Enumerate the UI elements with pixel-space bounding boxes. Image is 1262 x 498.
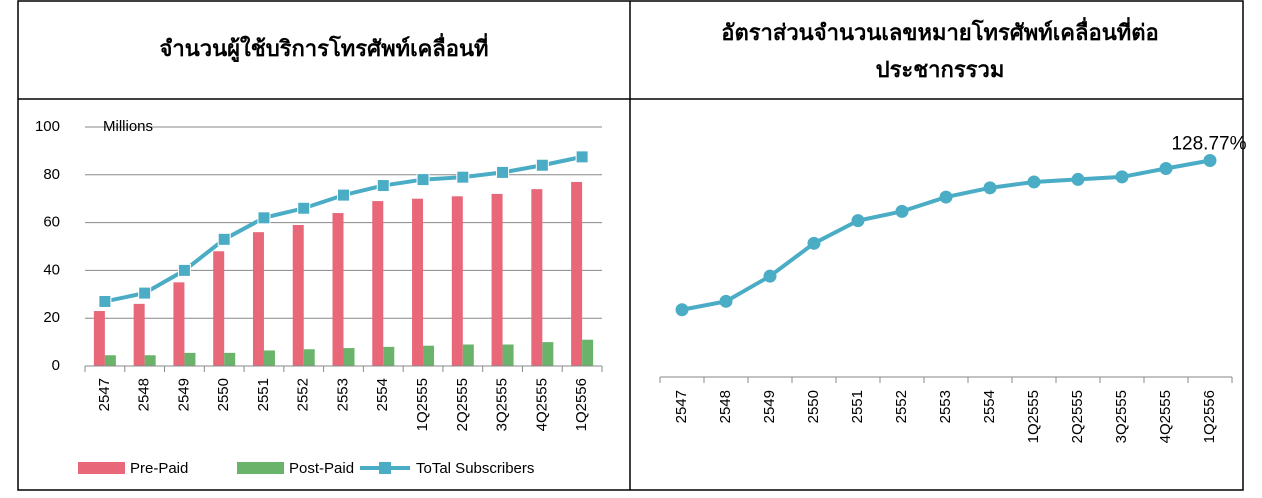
bar: [173, 282, 185, 366]
marker: [456, 170, 470, 184]
x-tick-label: 2549: [761, 390, 778, 423]
x-tick-label: 3Q2555: [494, 378, 511, 431]
bar: [303, 349, 315, 366]
x-tick-label: 2551: [849, 390, 866, 423]
value-label: 128.77%: [1171, 133, 1246, 154]
y-tick-label: 100: [35, 118, 60, 135]
bar: [372, 201, 384, 366]
x-tick-label: 2550: [805, 390, 822, 423]
bar: [104, 355, 116, 366]
marker: [763, 269, 777, 283]
y-tick-label: 0: [52, 357, 60, 374]
bar: [144, 355, 156, 366]
chart-title: จำนวนผู้ใช้บริการโทรศัพท์เคลื่อนที่: [159, 36, 489, 61]
marker: [98, 294, 112, 308]
marker: [496, 165, 510, 179]
marker: [535, 158, 549, 172]
x-tick-label: 3Q2555: [1113, 390, 1130, 443]
x-tick-label: 1Q2556: [573, 378, 590, 431]
x-tick-label: 2551: [255, 378, 272, 411]
bar: [184, 352, 196, 366]
marker: [177, 263, 191, 277]
x-tick-label: 2552: [295, 378, 312, 411]
x-tick-label: 2548: [136, 378, 153, 411]
marker: [376, 179, 390, 193]
legend-label: Pre-Paid: [130, 460, 188, 477]
bar: [93, 311, 105, 366]
x-tick-label: 2554: [981, 390, 998, 423]
marker: [217, 232, 231, 246]
marker: [1159, 161, 1173, 175]
bar: [224, 352, 236, 366]
y-axis-label: Millions: [103, 118, 153, 135]
bar: [582, 339, 594, 366]
x-tick-label: 2548: [717, 390, 734, 423]
bar: [133, 303, 145, 366]
marker: [939, 190, 953, 204]
legend-marker: [379, 462, 391, 474]
x-tick-label: 1Q2555: [414, 378, 431, 431]
marker: [1203, 153, 1217, 167]
bar: [292, 224, 304, 366]
chart-title: อัตราส่วนจำนวนเลขหมายโทรศัพท์เคลื่อนที่ต…: [721, 20, 1159, 82]
x-tick-label: 1Q2555: [1025, 390, 1042, 443]
marker: [416, 173, 430, 187]
bar: [451, 196, 463, 366]
marker: [337, 188, 350, 202]
bar: [263, 350, 275, 366]
bar: [332, 213, 344, 366]
marker: [675, 303, 689, 317]
x-tick-label: 2550: [215, 378, 232, 411]
x-tick-label: 2Q2555: [1069, 390, 1086, 443]
bar: [542, 342, 554, 366]
bar: [531, 189, 543, 366]
marker: [1115, 170, 1129, 184]
marker: [895, 204, 909, 218]
x-tick-label: 2553: [334, 378, 351, 411]
y-tick-label: 20: [43, 309, 60, 326]
bar: [213, 251, 225, 366]
bar: [502, 344, 514, 366]
bar: [491, 193, 503, 366]
x-tick-label: 2549: [175, 378, 192, 411]
x-tick-label: 1Q2556: [1201, 390, 1218, 443]
bar: [383, 346, 395, 366]
bar: [423, 345, 435, 366]
marker: [1071, 172, 1085, 186]
legend-swatch: [237, 462, 284, 474]
y-tick-label: 40: [43, 261, 60, 278]
marker: [1027, 175, 1041, 189]
marker: [297, 201, 311, 215]
bar: [571, 181, 583, 366]
y-tick-label: 80: [43, 166, 60, 183]
legend-swatch: [78, 462, 125, 474]
marker: [138, 286, 152, 300]
x-tick-label: 2547: [96, 378, 113, 411]
marker: [257, 211, 271, 225]
marker: [851, 214, 865, 228]
bar: [462, 344, 474, 366]
marker: [575, 150, 589, 164]
x-tick-label: 2Q2555: [454, 378, 471, 431]
marker: [719, 294, 733, 308]
x-tick-label: 2547: [673, 390, 690, 423]
ratio-line: [681, 158, 1211, 312]
bar: [412, 198, 424, 366]
x-tick-label: 2554: [374, 378, 391, 411]
bar: [252, 232, 264, 366]
marker: [983, 181, 997, 195]
y-tick-label: 60: [43, 214, 60, 231]
marker: [807, 236, 821, 250]
x-tick-label: 4Q2555: [1157, 390, 1174, 443]
legend-label: ToTal Subscribers: [416, 460, 534, 477]
x-tick-label: 2553: [937, 390, 954, 423]
legend-label: Post-Paid: [289, 460, 354, 477]
x-tick-label: 2552: [893, 390, 910, 423]
x-tick-label: 4Q2555: [533, 378, 550, 431]
bar: [343, 348, 355, 366]
